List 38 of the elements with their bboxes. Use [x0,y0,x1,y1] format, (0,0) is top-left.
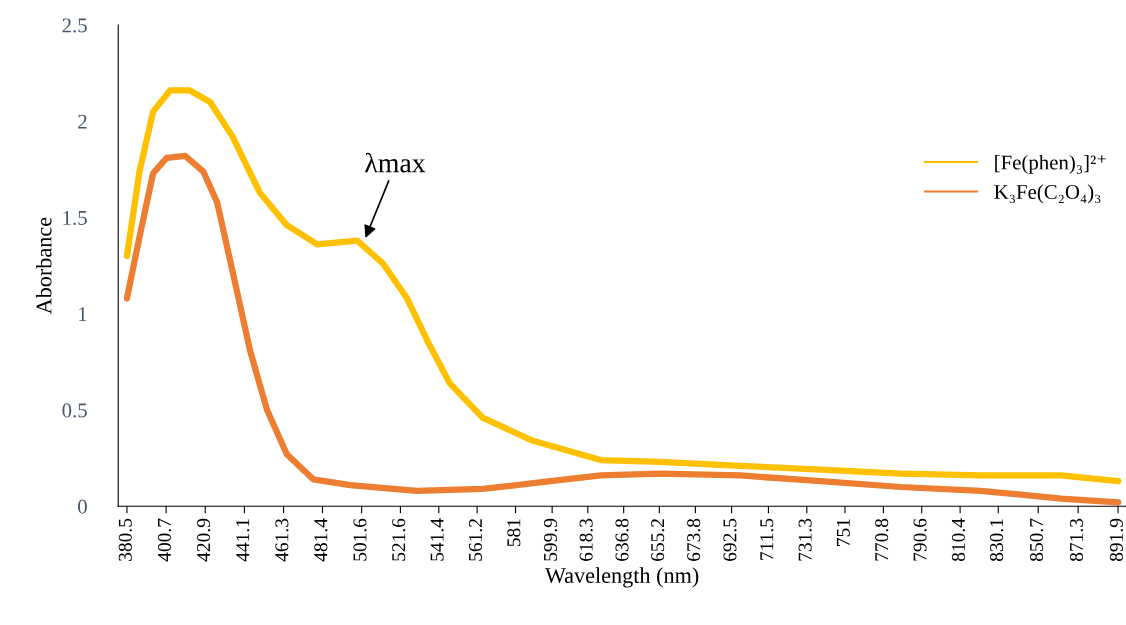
x-tick-label: 790.6 [913,518,927,561]
y-tick-label: 1 [79,307,87,321]
x-tick-label: 599.9 [543,518,558,561]
x-tick-label: 655.2 [651,519,665,561]
x-tick-label: 636.8 [615,518,629,561]
x-tick-label: 891.9 [1109,518,1124,562]
x-tick-label: 461.3 [275,518,289,562]
x-tick-label: 731.3 [798,518,812,561]
x-tick-label: 871.3 [1069,518,1084,562]
x-tick-label: 581 [507,519,521,547]
x-tick-label: 692.5 [723,518,737,561]
annotation: λmax [365,152,426,173]
x-tick-label: 810.4 [951,518,966,562]
x-tick-label: 521.6 [392,518,406,561]
x-tick-label: 420.9 [196,518,211,562]
x-tick-label: 711.5 [760,518,774,560]
y-tick-label: 1.5 [63,210,87,226]
x-tick-label: 830.1 [990,519,1004,562]
x-tick-label: 541.4 [430,518,444,561]
x-tick-label: 618.3 [579,518,593,561]
y-tick-label: 0 [78,499,87,514]
x-tick-label: 481.4 [314,518,328,562]
x-tick-label: 400.7 [157,518,172,562]
x-tick-label: 561.2 [468,519,483,561]
x-tick-label: 850.7 [1029,518,1044,562]
y-tick-label: 0.5 [62,403,87,418]
x-tick-label: 380.5 [118,518,132,561]
legend-label: [Fe(phen)₃]²⁺ [995,154,1106,174]
x-tick-label: 501.6 [353,518,367,561]
legend-label: K₃Fe(C₂O₄)₃ [994,184,1101,204]
x-tick-label: 673.8 [687,518,701,561]
x-tick-label: 751 [836,519,850,546]
x-tick-label: 770.8 [875,518,889,561]
y-tick-label: 2 [78,114,87,129]
y-axis-title: Aborbance [35,217,52,315]
y-tick-label: 2.5 [62,18,87,33]
x-axis-title: Wavelength (nm) [544,567,699,588]
x-tick-label: 441.1 [236,519,250,562]
